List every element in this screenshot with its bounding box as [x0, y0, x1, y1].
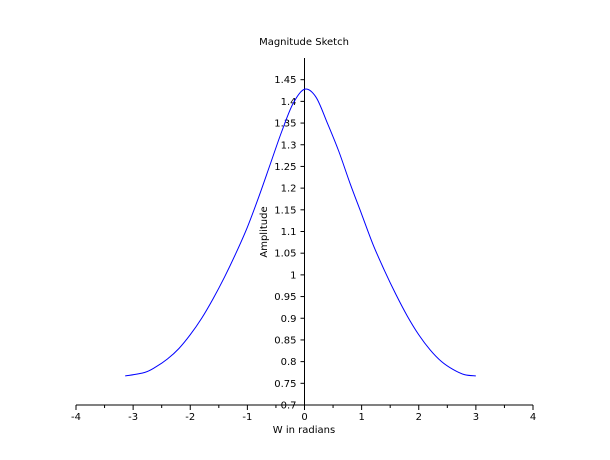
chart-title: Magnitude Sketch [259, 37, 349, 48]
y-tick-label: 1.15 [274, 205, 296, 216]
x-tick-label: -2 [185, 412, 195, 423]
x-tick-label: -4 [71, 412, 81, 423]
series-layer [125, 88, 476, 377]
y-tick-label: 0.95 [274, 292, 296, 303]
y-tick-label: 1.25 [274, 162, 296, 173]
y-tick-label: 1 [290, 270, 296, 281]
y-tick-label: 1.35 [274, 119, 296, 130]
y-ticks: 0.7 0.75 0.8 0.85 0.9 0.95 1 1.05 1.1 1.15 1.2 1.25… [274, 75, 305, 412]
x-ticks: -4 -3 -2 -1 0 1 2 3 4 [71, 405, 536, 423]
series-line [125, 88, 476, 377]
y-tick-label: 1.3 [281, 140, 297, 151]
y-tick-label: 0.75 [274, 379, 296, 390]
x-tick-label: 2 [416, 412, 422, 423]
y-tick-label: 1.45 [274, 75, 296, 86]
y-tick-label: 1.1 [281, 227, 297, 238]
y-tick-label: 0.7 [281, 401, 297, 412]
y-tick-label: 0.8 [281, 357, 297, 368]
x-tick-label: 4 [530, 412, 536, 423]
x-tick-label: -3 [128, 412, 138, 423]
y-tick-label: 1.4 [281, 97, 297, 108]
y-axis-label: Amplitude [259, 206, 270, 257]
x-tick-label: 3 [473, 412, 479, 423]
x-tick-label: -1 [242, 412, 252, 423]
y-tick-label: 0.85 [274, 335, 296, 346]
x-tick-label: 0 [301, 412, 307, 423]
y-tick-label: 1.05 [274, 249, 296, 260]
y-tick-label: 1.2 [281, 184, 297, 195]
y-tick-label: 0.9 [281, 314, 297, 325]
x-tick-label: 1 [358, 412, 364, 423]
x-axis-label: W in radians [273, 425, 335, 436]
